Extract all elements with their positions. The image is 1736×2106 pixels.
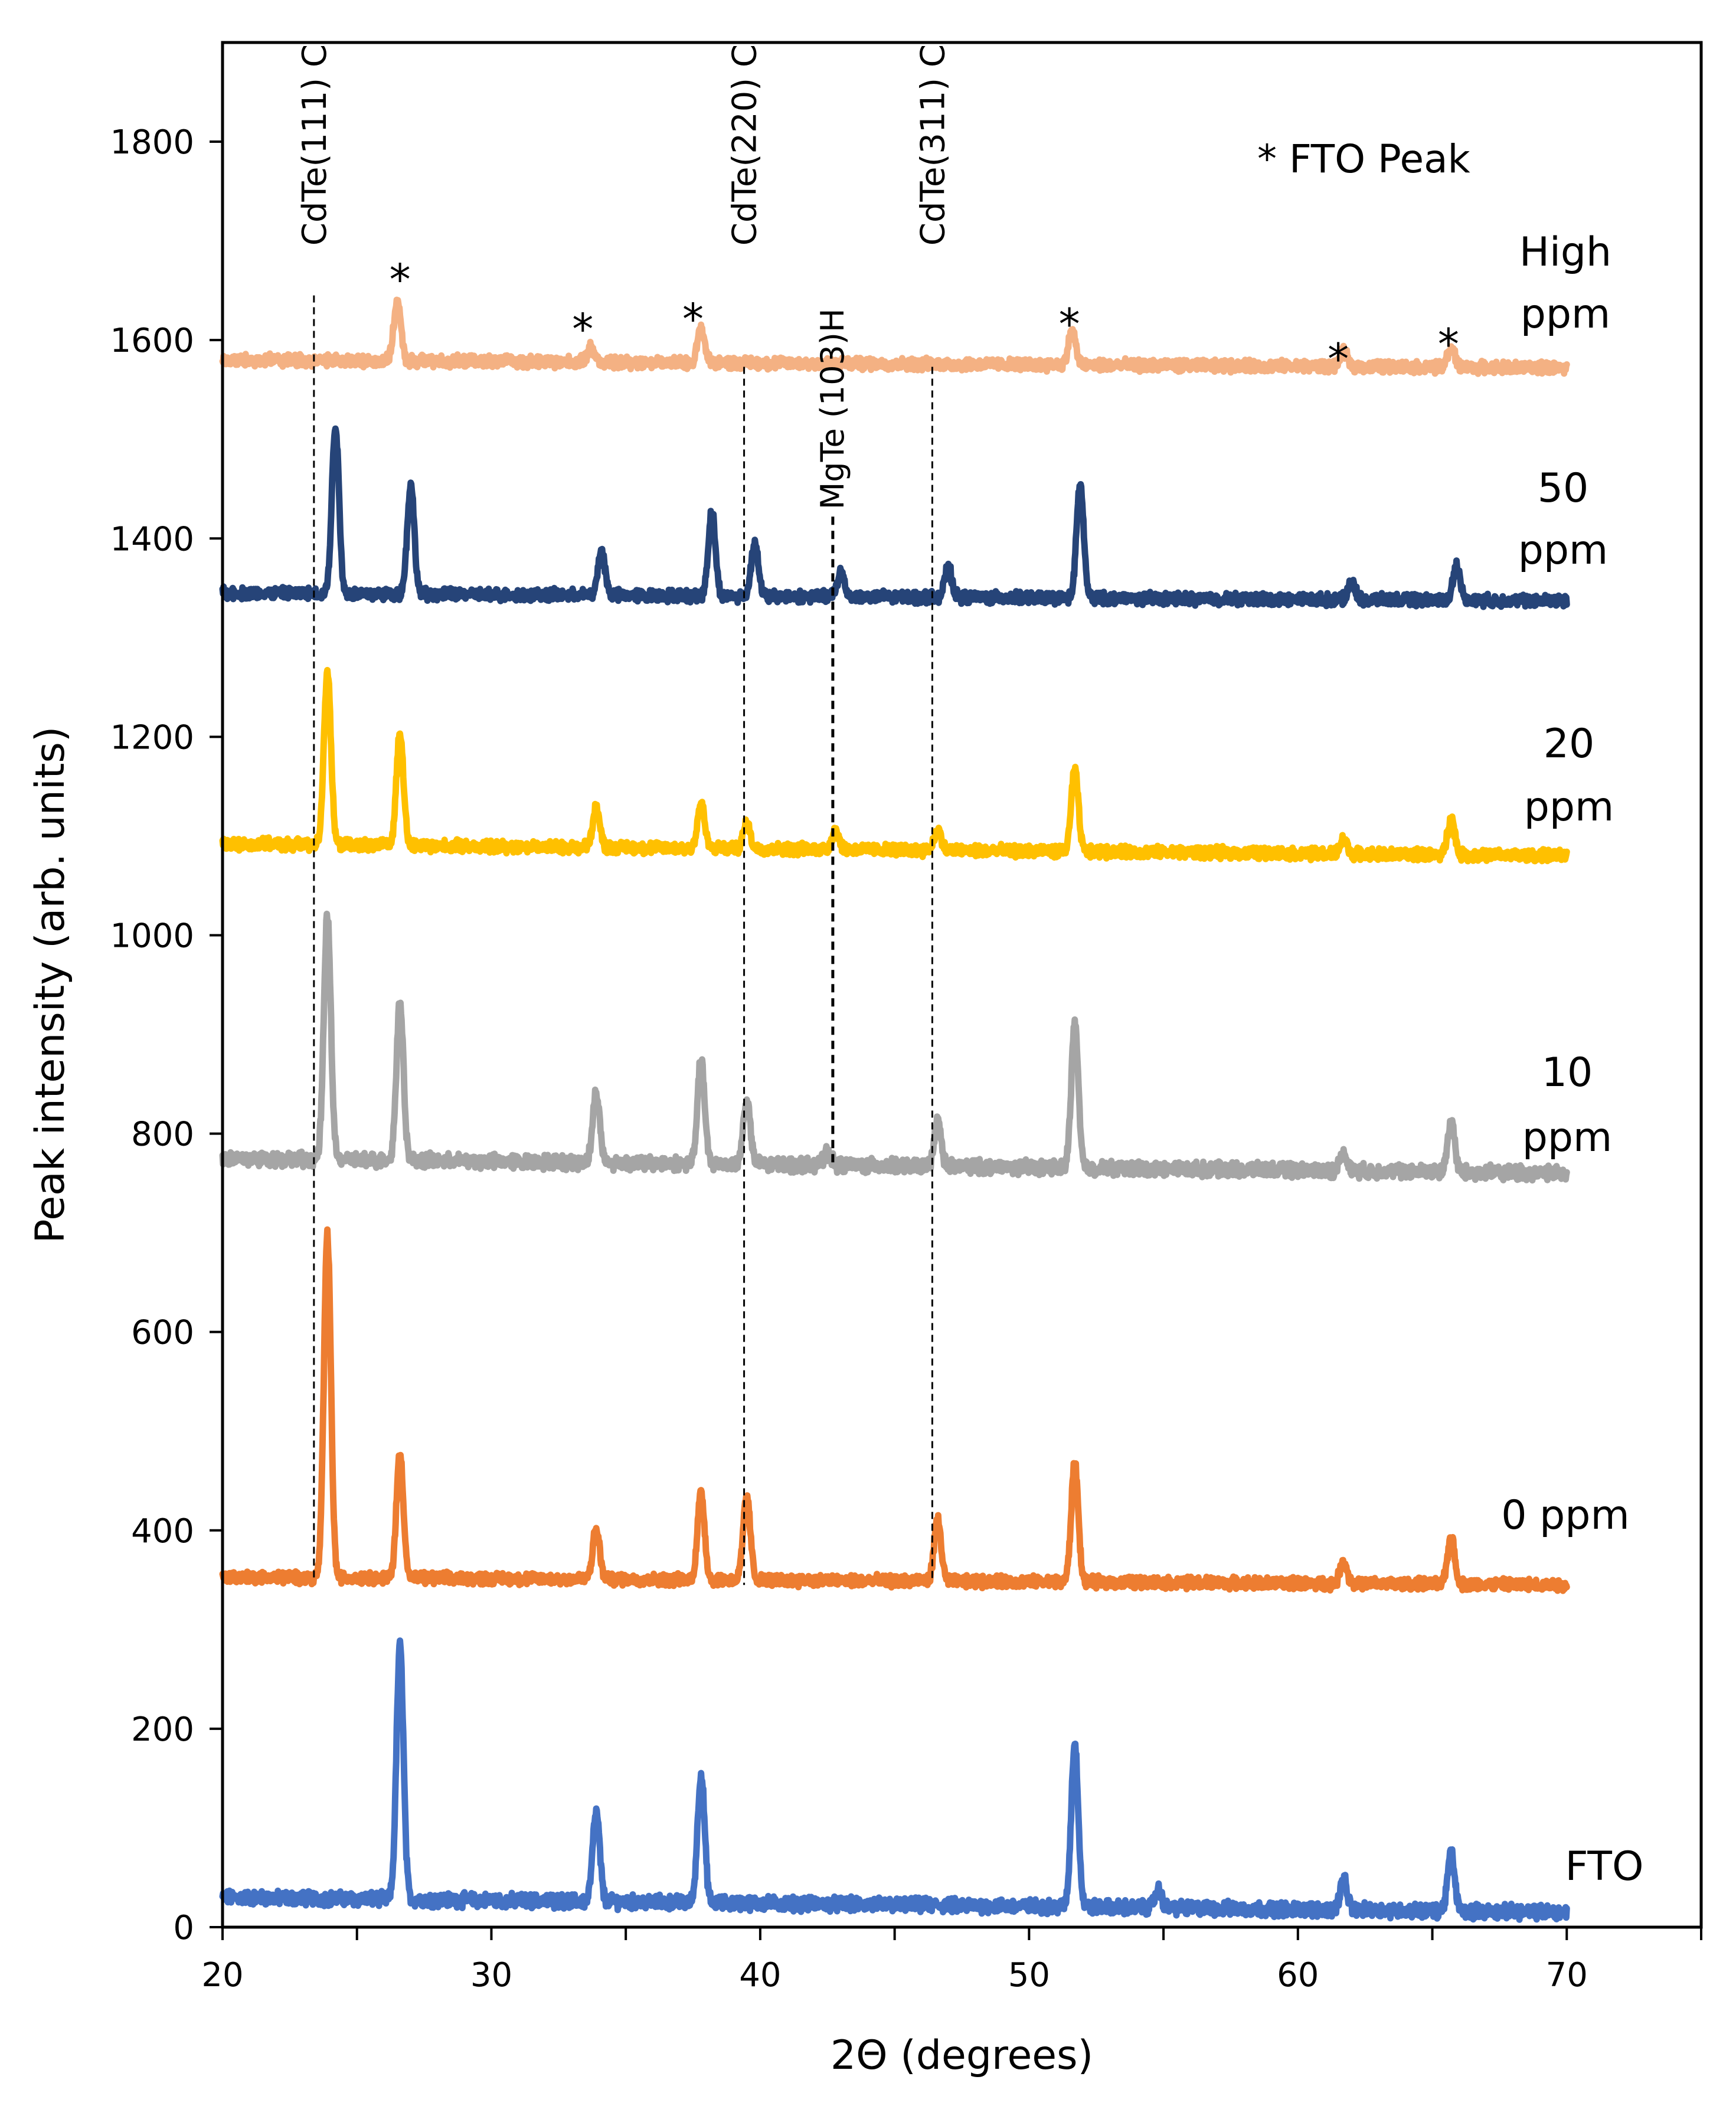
x-tick-label: 70 bbox=[1546, 1956, 1588, 1994]
mgte-marker-label: MgTe (103)H bbox=[814, 308, 851, 509]
fto-peak-asterisk: * bbox=[1328, 334, 1349, 384]
y-tick-label: 1600 bbox=[110, 322, 194, 360]
reference-label: CdTe(220) C bbox=[726, 44, 764, 246]
fto-peak-asterisk: * bbox=[390, 255, 411, 305]
series-label-10-ppm: ppm bbox=[1522, 1114, 1613, 1161]
series-line-50-ppm bbox=[219, 425, 1570, 610]
series-label-0-ppm: 0 ppm bbox=[1501, 1492, 1629, 1539]
series-layer bbox=[219, 296, 1570, 1923]
series-label-20-ppm: 20 bbox=[1544, 721, 1595, 767]
x-tick-label: 30 bbox=[470, 1956, 512, 1994]
y-axis-title: Peak intensity (arb. units) bbox=[27, 727, 74, 1244]
reference-label: CdTe(111) C bbox=[296, 44, 334, 246]
fto-peak-asterisk: * bbox=[1059, 299, 1080, 349]
y-tick-label: 1800 bbox=[110, 123, 194, 162]
series-line-10-ppm bbox=[219, 910, 1570, 1184]
y-tick-label: 200 bbox=[131, 1711, 194, 1749]
series-label-10-ppm: 10 bbox=[1542, 1049, 1593, 1096]
x-tick-label: 20 bbox=[201, 1956, 243, 1994]
y-tick-label: 1400 bbox=[110, 520, 194, 558]
y-tick-label: 600 bbox=[131, 1314, 194, 1352]
y-tick-label: 400 bbox=[131, 1512, 194, 1551]
series-label-20-ppm: ppm bbox=[1524, 784, 1614, 830]
series-line-high-ppm bbox=[219, 296, 1570, 377]
fto-peak-asterisk: * bbox=[1438, 319, 1459, 369]
series-label-high-ppm: High bbox=[1519, 229, 1611, 276]
series-label-fto: FTO bbox=[1565, 1843, 1644, 1890]
x-axis-title: 2Θ (degrees) bbox=[831, 2032, 1093, 2079]
series-line-fto bbox=[219, 1637, 1570, 1923]
fto-peak-asterisk: * bbox=[572, 305, 593, 354]
x-tick-label: 40 bbox=[739, 1956, 781, 1994]
labels-layer: FTO 0 ppm 10 ppm 20 ppm 50 ppm High ppm * * * * * * * FT… bbox=[390, 136, 1644, 1890]
y-tick-label: 1000 bbox=[110, 917, 194, 955]
series-label-50-ppm: ppm bbox=[1518, 527, 1609, 574]
axes-layer: 0 200 400 600 800 1000 1200 1400 1600 1800 20 30 40 5… bbox=[27, 41, 1703, 2079]
series-line-0-ppm bbox=[219, 1226, 1570, 1594]
reference-lines-layer: CdTe(111) C CdTe(220) C CdTe(311) C MgTe (1… bbox=[296, 44, 952, 1585]
y-tick-label: 0 bbox=[173, 1909, 194, 1947]
y-tick-label: 800 bbox=[131, 1116, 194, 1154]
y-tick-label: 1200 bbox=[110, 718, 194, 757]
fto-peak-asterisk: * bbox=[682, 295, 704, 344]
series-label-50-ppm: 50 bbox=[1538, 465, 1589, 512]
x-tick-label: 60 bbox=[1277, 1956, 1319, 1994]
reference-label: CdTe(311) C bbox=[914, 44, 952, 246]
series-line-20-ppm bbox=[219, 666, 1570, 865]
plot-frame bbox=[221, 41, 1703, 1929]
series-label-high-ppm: ppm bbox=[1521, 291, 1611, 338]
legend-note: * FTO Peak bbox=[1257, 136, 1471, 182]
x-tick-label: 50 bbox=[1008, 1956, 1050, 1994]
